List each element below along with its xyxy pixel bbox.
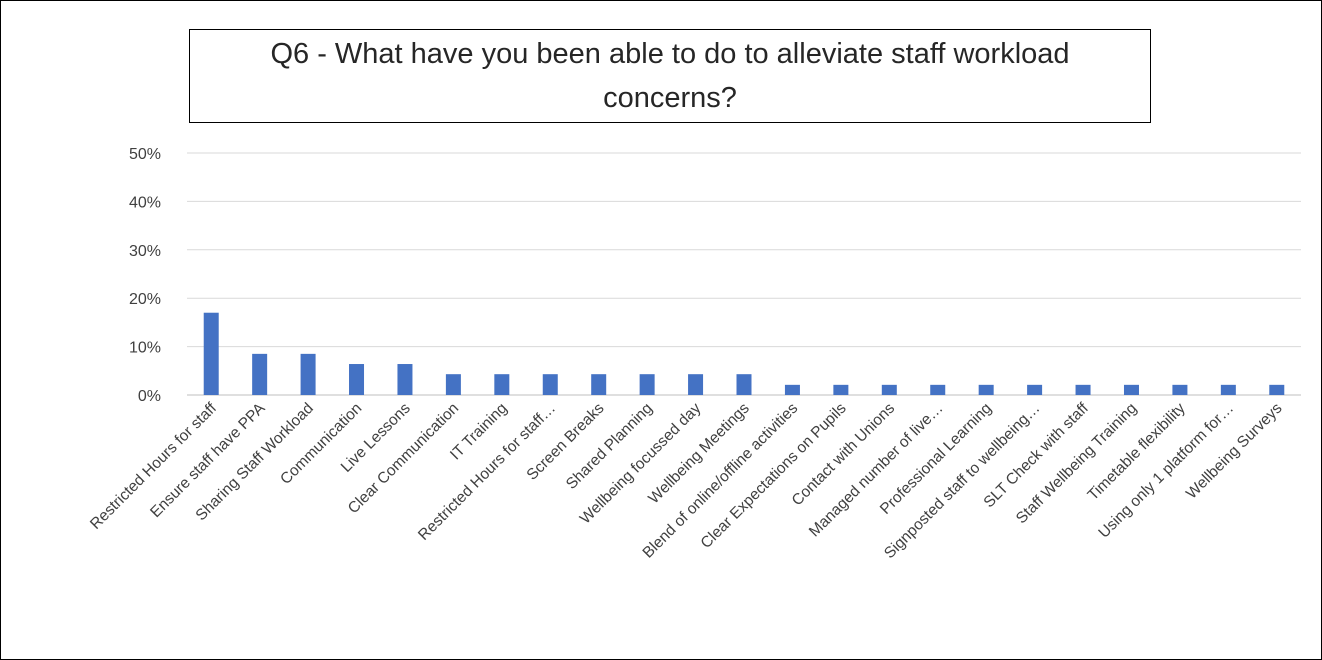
- bar: [784, 384, 800, 395]
- bar: [688, 374, 704, 395]
- bar: [1027, 384, 1043, 395]
- y-tick-label: 30%: [129, 243, 161, 260]
- bar: [1075, 384, 1091, 395]
- bar: [591, 374, 607, 395]
- y-axis-tick-labels: 0% 10% 20% 30% 40% 50%: [129, 146, 161, 405]
- bar: [1220, 384, 1236, 395]
- bar: [203, 312, 219, 395]
- bar: [397, 364, 413, 395]
- y-tick-label: 40%: [129, 194, 161, 211]
- bar: [542, 374, 558, 395]
- y-tick-label: 50%: [129, 146, 161, 163]
- bar: [978, 384, 994, 395]
- bar: [639, 374, 655, 395]
- bar: [252, 353, 268, 395]
- bar: [494, 374, 510, 395]
- bar: [1269, 384, 1285, 395]
- bar: [881, 384, 897, 395]
- bar: [833, 384, 849, 395]
- bar: [349, 364, 365, 395]
- x-category-label: Wellbeing Surveys: [1183, 400, 1286, 503]
- bar: [1172, 384, 1188, 395]
- bar: [300, 353, 316, 395]
- y-tick-label: 10%: [129, 340, 161, 357]
- y-tick-label: 20%: [129, 291, 161, 308]
- y-tick-label: 0%: [138, 388, 161, 405]
- bar: [1123, 384, 1139, 395]
- bar: [445, 374, 461, 395]
- bar: [736, 374, 752, 395]
- bars: [203, 312, 1285, 395]
- bar: [930, 384, 946, 395]
- gridlines: [187, 152, 1301, 396]
- x-category-label: Shared Planning: [563, 400, 656, 493]
- chart-title: Q6 - What have you been able to do to al…: [189, 29, 1151, 123]
